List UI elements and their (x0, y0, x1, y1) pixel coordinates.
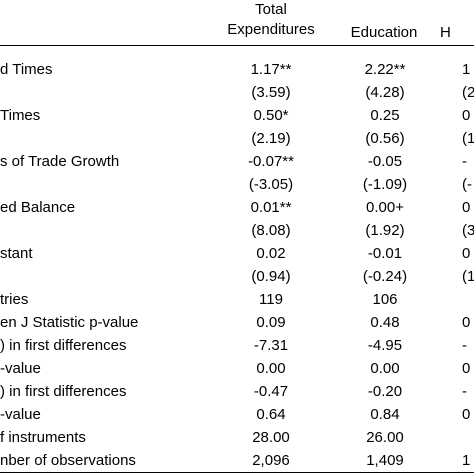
cell-education: (0.56) (365, 130, 405, 147)
table-row: Times 0.50* 0.25 0 (0, 104, 474, 127)
row-label: -value (0, 360, 41, 377)
cell-total-expenditures: -0.47 (253, 383, 289, 400)
row-label: en J Statistic p-value (0, 314, 139, 331)
table-row: -value 0.00 0.00 0 (0, 357, 474, 380)
table-row: (2.19) (0.56) (1 (0, 127, 474, 150)
table-row: ) in first differences -7.31 -4.95 - (0, 334, 474, 357)
table-row: ) in first differences -0.47 -0.20 - (0, 380, 474, 403)
table-row: f instruments 28.00 26.00 (0, 426, 474, 449)
table-row: stant 0.02 -0.01 0 (0, 242, 474, 265)
cell-third: (2 (462, 84, 474, 101)
cell-education: 0.00 (370, 360, 400, 377)
cell-third: (1 (462, 268, 474, 285)
table-row: d Times 1.17** 2.22** 1 (0, 58, 474, 81)
cell-education: 106 (372, 291, 398, 308)
row-label: s of Trade Growth (0, 153, 120, 170)
cell-education: (1.92) (365, 222, 405, 239)
cell-total-expenditures: -0.07** (248, 153, 294, 170)
header-total-line1: Total (255, 1, 287, 18)
column-header-education: Education (350, 24, 418, 41)
cell-total-expenditures: 0.00 (256, 360, 286, 377)
cell-education: (-1.09) (362, 176, 408, 193)
cell-total-expenditures: 1.17** (250, 61, 292, 78)
row-label: -value (0, 406, 41, 423)
cell-third: 0 (462, 199, 471, 216)
column-header-total-expenditures: Total Expenditures (212, 0, 330, 40)
cell-education: -0.01 (367, 245, 403, 262)
cell-third: 0 (462, 360, 471, 377)
row-label: tries (0, 291, 29, 308)
row-label: stant (0, 245, 33, 262)
cell-total-expenditures: 0.09 (256, 314, 286, 331)
cell-third: - (462, 153, 467, 170)
top-rule (0, 45, 474, 46)
cell-total-expenditures: (8.08) (251, 222, 291, 239)
table-row: s of Trade Growth -0.07** -0.05 - (0, 150, 474, 173)
cell-education: 26.00 (366, 429, 404, 446)
table-row: ed Balance 0.01** 0.00+ 0 (0, 196, 474, 219)
cell-third: 0 (462, 107, 471, 124)
cell-total-expenditures: (3.59) (251, 84, 291, 101)
cell-education: 0.84 (370, 406, 400, 423)
row-label: ed Balance (0, 199, 76, 216)
cell-total-expenditures: 0.01** (250, 199, 292, 216)
table-row: (0.94) (-0.24) (1 (0, 265, 474, 288)
cell-education: 1,409 (366, 452, 404, 469)
cell-third: 1 (462, 61, 471, 78)
row-label: f instruments (0, 429, 86, 446)
row-label: ) in first differences (0, 337, 127, 354)
table-row: -value 0.64 0.84 0 (0, 403, 474, 426)
cell-total-expenditures: (0.94) (251, 268, 291, 285)
cell-education: 0.48 (370, 314, 400, 331)
cell-total-expenditures: 0.02 (256, 245, 286, 262)
cell-third: (- (462, 176, 472, 193)
cell-education: (-0.24) (362, 268, 408, 285)
cell-total-expenditures: 28.00 (252, 429, 290, 446)
cell-third: (3 (462, 222, 474, 239)
cell-education: -0.20 (367, 383, 403, 400)
table-row: (8.08) (1.92) (3 (0, 219, 474, 242)
column-header-third: H (440, 24, 451, 41)
cell-total-expenditures: 119 (259, 291, 283, 308)
cell-total-expenditures: -7.31 (253, 337, 289, 354)
cell-total-expenditures: 2,096 (252, 452, 290, 469)
cell-education: -4.95 (367, 337, 403, 354)
table-row: tries 119 106 (0, 288, 474, 311)
table-row: (3.59) (4.28) (2 (0, 81, 474, 104)
header-total-line2: Expenditures (227, 21, 315, 38)
cell-third: - (462, 337, 467, 354)
bottom-rule (0, 472, 474, 473)
row-label: d Times (0, 61, 53, 78)
cell-education: (4.28) (365, 84, 405, 101)
row-label: ) in first differences (0, 383, 127, 400)
cell-education: -0.05 (367, 153, 403, 170)
cell-third: (1 (462, 130, 474, 147)
cell-education: 2.22** (364, 61, 406, 78)
cell-total-expenditures: 0.64 (256, 406, 286, 423)
cell-total-expenditures: (-3.05) (248, 176, 294, 193)
cell-total-expenditures: 0.50* (253, 107, 289, 124)
cell-education: 0.00+ (366, 199, 404, 216)
cell-third: 0 (462, 406, 471, 423)
row-label: Times (0, 107, 41, 124)
table-row: (-3.05) (-1.09) (- (0, 173, 474, 196)
table-row: nber of observations 2,096 1,409 1 (0, 449, 474, 472)
cell-total-expenditures: (2.19) (251, 130, 291, 147)
cell-third: 0 (462, 314, 471, 331)
cell-third: 1 (462, 452, 471, 469)
cell-education: 0.25 (370, 107, 400, 124)
table-row: en J Statistic p-value 0.09 0.48 0 (0, 311, 474, 334)
cell-third: - (462, 383, 467, 400)
cell-third: 0 (462, 245, 471, 262)
row-label: nber of observations (0, 452, 136, 469)
